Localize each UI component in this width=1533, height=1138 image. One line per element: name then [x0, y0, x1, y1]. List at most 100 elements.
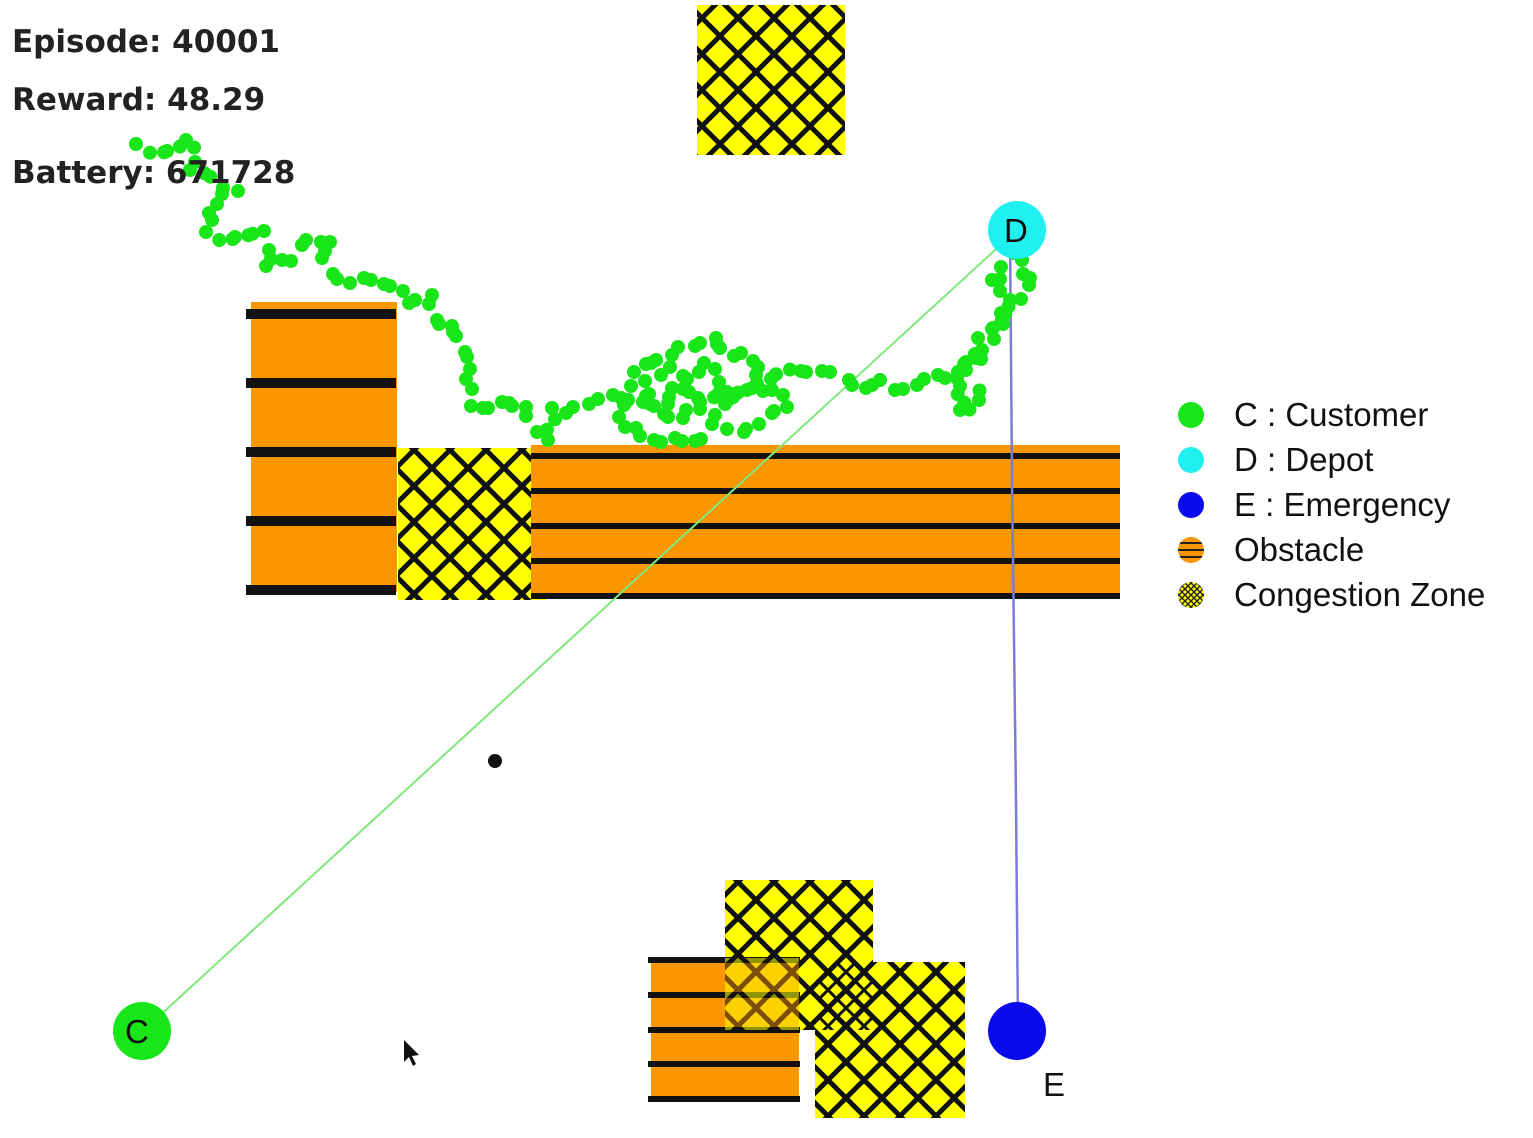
trail-dot: [129, 137, 143, 151]
emergency-node: E: [988, 1002, 1065, 1103]
trail-dot: [959, 363, 973, 377]
trail-dot: [720, 422, 734, 436]
legend-label-obstacle: Obstacle: [1234, 530, 1365, 568]
legend-label-depot: D : Depot: [1234, 440, 1374, 478]
trail-dot: [591, 392, 605, 406]
trail-dot: [228, 230, 242, 244]
trail-dot: [649, 353, 663, 367]
agent-marker: [488, 754, 502, 768]
trail-dot: [343, 276, 357, 290]
trail-dot: [449, 329, 463, 343]
trail-dot: [968, 347, 982, 361]
depot-node-label: D: [1004, 212, 1028, 249]
congestion-overlap-obstacle: [725, 958, 799, 1030]
trail-dot: [464, 399, 478, 413]
episode-counter: Episode: 40001: [12, 24, 280, 60]
trail-dot: [203, 169, 218, 184]
trail-dot: [566, 400, 580, 414]
trail-dot: [541, 433, 555, 447]
trail-dot: [638, 374, 652, 388]
trail-dot: [210, 197, 224, 211]
trail-dot: [688, 434, 702, 448]
trail-dot: [1022, 278, 1036, 292]
legend-item-congestion: Congestion Zone: [1176, 572, 1485, 617]
trail-dot: [408, 293, 422, 307]
trail-dot: [693, 336, 707, 350]
trail-dot: [896, 382, 910, 396]
reward-value: Reward: 48.29: [12, 82, 266, 118]
battery-value: Battery: 671728: [12, 155, 296, 191]
customer-node: C: [113, 1002, 171, 1060]
route-depot-to-customer: [143, 239, 1007, 1031]
trail-dot: [676, 411, 690, 425]
trail-dot: [183, 163, 197, 177]
trail-dot: [663, 360, 677, 374]
trail-dot: [993, 272, 1007, 286]
trail-dot: [665, 381, 679, 395]
trail-dot: [205, 213, 219, 227]
trail-dot: [972, 383, 987, 398]
cyan-circle-icon: [1178, 446, 1204, 473]
trail-dot: [432, 317, 446, 331]
trail-dot: [845, 378, 859, 392]
trail-dot: [612, 410, 626, 424]
trail-dot: [769, 367, 783, 382]
trail-dot: [465, 382, 479, 396]
congestion-zone-middle: [398, 448, 546, 600]
trail-dot: [187, 140, 201, 155]
trail-dot: [765, 383, 779, 397]
trail-dot: [299, 233, 313, 247]
trail-dot: [642, 387, 656, 401]
trail-dot: [364, 273, 378, 287]
trail-dot: [713, 341, 727, 355]
green-circle-icon: [1178, 401, 1204, 428]
legend-label-customer: C : Customer: [1234, 395, 1429, 433]
trail-dot: [668, 431, 682, 445]
hatched-yellow-circle-icon: [1178, 581, 1204, 608]
trail-dot: [697, 356, 711, 370]
obstacle-left: [246, 302, 397, 595]
trail-dot: [1014, 292, 1028, 306]
trail-dot: [985, 322, 999, 336]
trail-dot: [873, 373, 887, 387]
trail-dot: [548, 412, 562, 427]
customer-node-label: C: [125, 1013, 149, 1050]
legend-item-obstacle: Obstacle: [1176, 527, 1485, 572]
trail-dot: [259, 259, 273, 273]
trail-dot: [731, 385, 745, 400]
trail-dot: [647, 433, 661, 447]
trail-dot: [993, 284, 1007, 298]
trail-dot: [776, 388, 790, 402]
trail-dot: [383, 279, 397, 293]
depot-node: D: [988, 201, 1046, 259]
trail-dot: [257, 224, 271, 238]
trail-dot: [917, 372, 931, 386]
trail-dot: [657, 407, 671, 421]
trail-dot: [994, 314, 1009, 329]
trail-dot: [624, 379, 638, 393]
trail-dot: [971, 331, 985, 345]
trail-dot: [629, 421, 643, 435]
mouse-pointer-icon: [404, 1040, 419, 1066]
blue-circle-icon: [1178, 491, 1204, 518]
trail-dot: [199, 225, 213, 239]
trail-dot: [627, 365, 641, 379]
trail-dot: [284, 254, 298, 268]
trail-dot: [823, 365, 837, 379]
trail-dot: [765, 406, 779, 420]
trail-dot: [422, 297, 436, 311]
trail-dot: [315, 251, 329, 265]
trail-dot: [460, 350, 474, 364]
trail-dot: [780, 400, 794, 414]
trail-dot: [671, 340, 685, 354]
legend: C : Customer D : Depot E : Emergency Obs…: [1176, 392, 1485, 617]
congestion-overlap: [818, 962, 873, 1030]
drone-trail: [129, 133, 1037, 449]
trail-dot: [962, 402, 977, 417]
legend-item-depot: D : Depot: [1176, 437, 1485, 482]
trail-dot: [160, 144, 174, 158]
trail-dot: [737, 425, 751, 439]
trail-dot: [545, 401, 559, 415]
trail-dot: [330, 272, 344, 286]
